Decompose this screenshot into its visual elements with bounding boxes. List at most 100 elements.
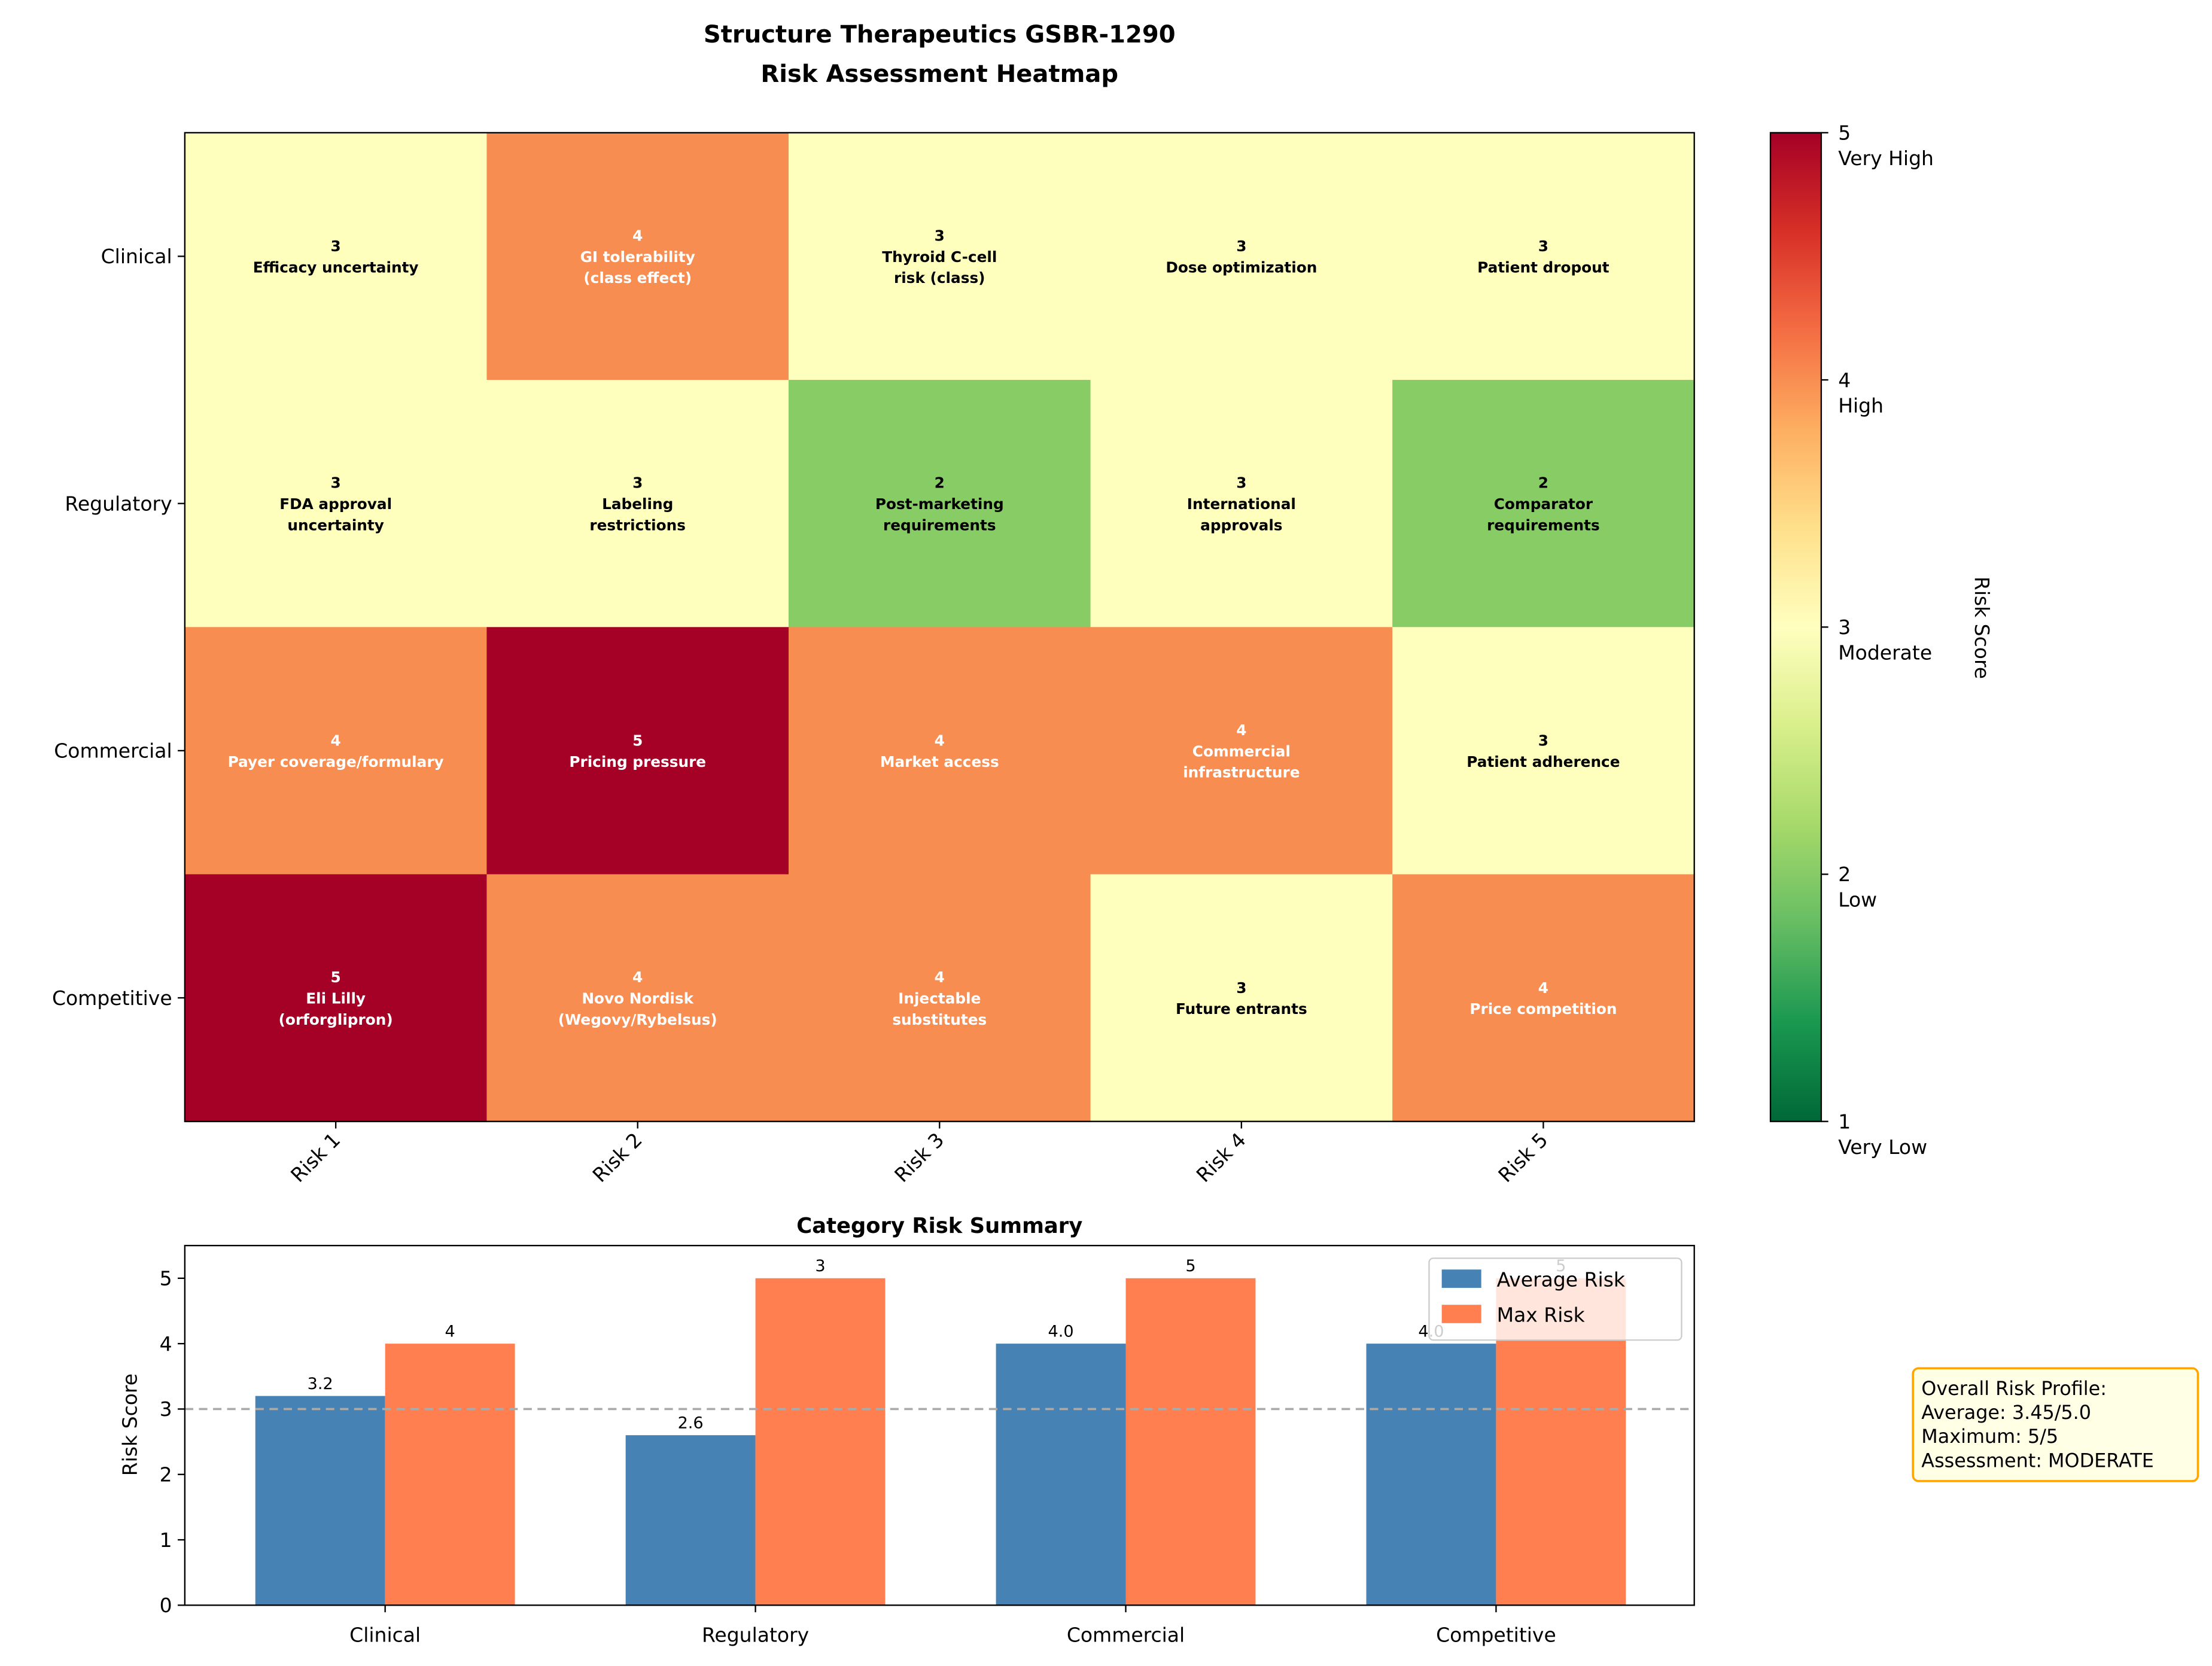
cell-risk-text: approvals [1200,516,1282,534]
max-risk-bar [1125,1278,1256,1606]
colorbar-tick-label: Very Low [1838,1135,1927,1159]
cell-risk-text: GI tolerability [580,248,695,266]
cell-score: 4 [1236,721,1246,739]
summary-line: Assessment: MODERATE [1921,1449,2154,1472]
cell-risk-text: Post-marketing [875,495,1004,513]
colorbar-tick-value: 5 [1838,121,1851,145]
cell-risk-text: Patient adherence [1466,753,1620,770]
bar-value-label: 2.6 [678,1414,704,1432]
average-risk-bar [255,1396,385,1606]
average-risk-bar [625,1435,756,1606]
heatmap-cell [486,874,790,1122]
cell-risk-text: infrastructure [1183,764,1300,781]
colorbar-tick-value: 2 [1838,863,1851,886]
heatmap-cell [184,627,488,875]
summary-line: Overall Risk Profile: [1921,1377,2107,1400]
cell-risk-text: Comparator [1494,495,1593,513]
summary-box-frame [1912,1367,2199,1482]
cell-score: 4 [935,732,945,750]
heatmap: 3 Efficacy uncertainty 4 GI tolerability (cl… [52,132,1695,1187]
row-label: Competitive [52,986,172,1010]
legend-frame [1428,1257,1682,1341]
cell-score: 2 [935,474,945,492]
heatmap-cell [788,380,1091,628]
heatmap-cell [1392,874,1695,1122]
y-tick-label: 4 [160,1332,172,1356]
heatmap-cell [1090,380,1393,628]
colorbar-tick-value: 4 [1838,368,1851,392]
cell-label: 4 Market access [880,732,999,770]
cell-score: 4 [632,227,643,245]
cell-risk-text: Patient dropout [1477,259,1609,276]
cell-risk-text: substitutes [892,1011,987,1028]
bar-chart-frame [184,1244,1695,1606]
chart-title-line2: Risk Assessment Heatmap [760,60,1118,88]
bar-chart: Category Risk Summary 3.2 4 Clinical 2.6 3 Reg… [118,1214,1695,1647]
cell-label: 4 Injectable substitutes [892,968,987,1028]
cell-risk-text: uncertainty [287,516,384,534]
cell-risk-text: Market access [880,753,999,770]
cell-risk-text: Future entrants [1176,1000,1307,1018]
heatmap-cell [1392,627,1695,875]
cell-score: 3 [1236,474,1246,492]
max-risk-bar [385,1344,515,1606]
cell-risk-text: requirements [1487,516,1600,534]
legend-label: Average Risk [1497,1268,1626,1292]
heatmap-cell [486,627,790,875]
cell-risk-text: requirements [883,516,996,534]
heatmap-cell [184,132,488,381]
column-label: Risk 4 [1192,1128,1250,1187]
cell-risk-text: Efficacy uncertainty [253,259,419,276]
cell-score: 2 [1538,474,1548,492]
legend-swatch [1441,1269,1481,1288]
cell-risk-text: International [1187,495,1296,513]
cell-risk-text: Thyroid C-cell [882,248,997,266]
y-axis-label: Risk Score [118,1373,142,1476]
heatmap-cell [1392,132,1695,381]
cell-label: 4 Payer coverage/formulary [228,732,444,770]
average-risk-bar [996,1344,1126,1606]
column-label: Risk 2 [588,1128,647,1187]
cell-risk-text: (orforglipron) [279,1011,393,1028]
bar-value-label: 4.0 [1048,1322,1073,1341]
cell-label: 3 Patient dropout [1477,237,1609,276]
cell-label: 3 Labeling restrictions [589,474,686,534]
cell-label: 3 Efficacy uncertainty [253,237,419,276]
cell-label: 4 GI tolerability (class effect) [580,227,695,287]
cell-score: 3 [935,227,945,245]
legend: Average Risk Max Risk [1428,1257,1682,1341]
cell-risk-text: restrictions [589,516,686,534]
cell-risk-text: (class effect) [583,269,692,287]
cell-risk-text: Eli Lilly [306,989,366,1007]
y-tick-label: 2 [160,1463,172,1487]
cell-label: 3 Patient adherence [1466,732,1620,770]
cell-label: 5 Pricing pressure [569,732,706,770]
summary-line: Average: 3.45/5.0 [1921,1401,2091,1424]
heatmap-cell [184,380,488,628]
summary-line: Maximum: 5/5 [1921,1425,2058,1448]
legend-label: Max Risk [1497,1303,1586,1326]
cell-risk-text: Price competition [1469,1000,1617,1018]
cell-label: 3 FDA approval uncertainty [279,474,392,534]
cell-label: 3 Dose optimization [1166,237,1317,276]
cell-label: 5 Eli Lilly (orforglipron) [279,968,393,1028]
average-risk-bar [1366,1344,1496,1606]
colorbar-gradient [1769,132,1822,1122]
cell-score: 4 [935,968,945,986]
colorbar-label: Risk Score [1970,577,1994,679]
colorbar-tick-value: 1 [1838,1110,1851,1133]
cell-label: 2 Comparator requirements [1487,474,1600,534]
cell-score: 3 [1538,732,1548,750]
cell-risk-text: risk (class) [894,269,985,287]
legend-swatch [1441,1305,1481,1323]
heatmap-cell [1090,132,1393,381]
cell-score: 5 [331,968,341,986]
category-label: Clinical [349,1624,421,1647]
heatmap-cell [1090,627,1393,875]
cell-label: 2 Post-marketing requirements [875,474,1004,534]
row-label: Clinical [101,245,172,268]
cell-score: 4 [1538,979,1548,997]
column-label: Risk 5 [1493,1128,1552,1187]
